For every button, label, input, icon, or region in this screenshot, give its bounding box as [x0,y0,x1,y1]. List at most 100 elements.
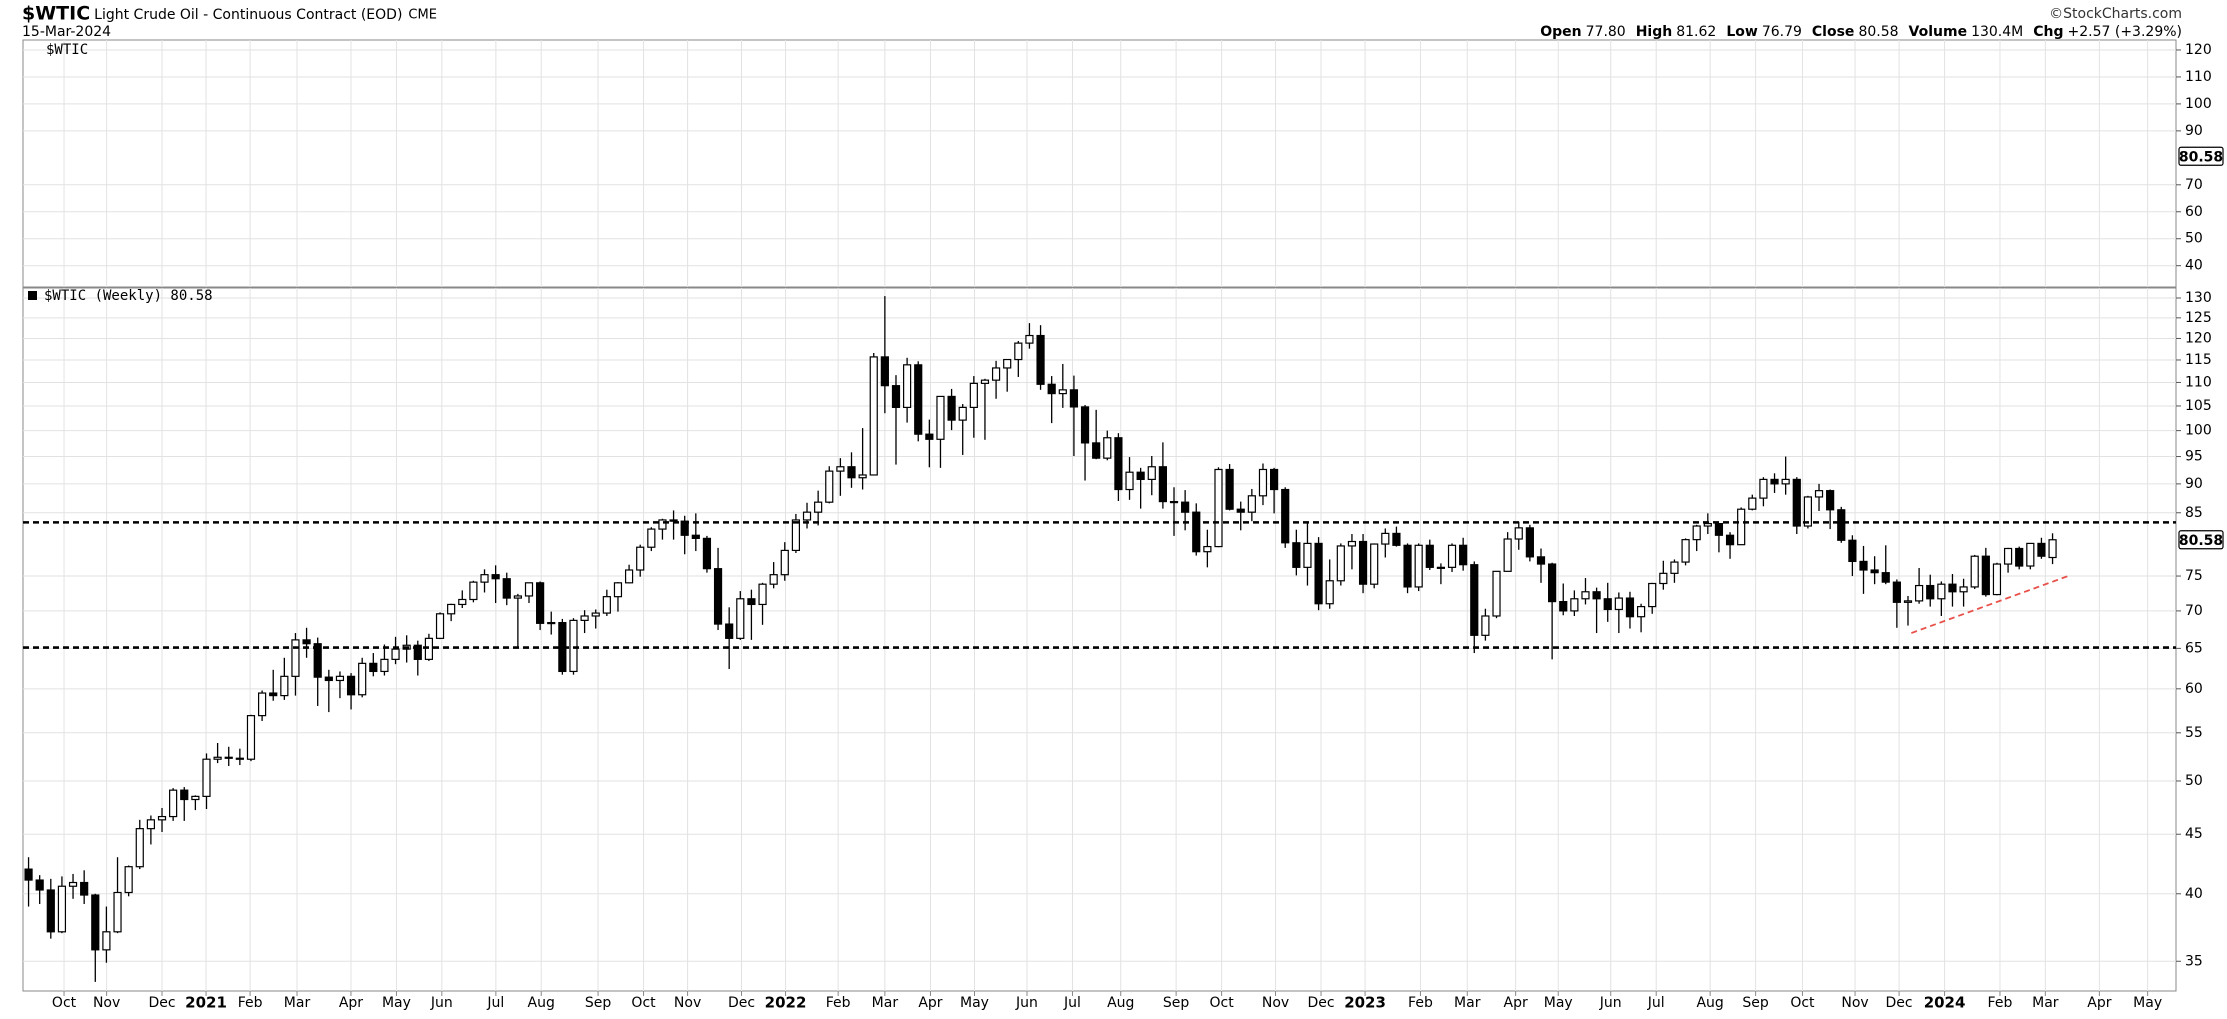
candle-body [1047,383,1056,395]
candle-body [1125,471,1134,491]
y-tick-label: 120 [2185,330,2212,346]
candle-body [1192,511,1201,553]
candle-body [246,715,256,760]
candle-body [1181,501,1190,513]
candle-body [1703,522,1712,527]
candle-body [1570,598,1579,612]
candle-body [1036,334,1045,385]
stat-value: 77.80 [1586,24,1626,40]
candle-body [980,379,990,384]
candle-body [624,569,634,584]
x-tick-label: Apr [1504,995,1528,1011]
candle-body [1826,490,1835,511]
candle-body [1214,468,1223,548]
candle-body [1080,406,1090,444]
candle-body [502,578,511,599]
x-tick-label: 2024 [1924,994,1966,1012]
y-tick-label: 110 [2185,374,2212,390]
candle-body [691,534,700,539]
candle-body [1269,468,1279,491]
exchange: CME [408,8,437,23]
candle-body [157,815,167,821]
candle-body [1603,598,1612,611]
candle-body [1303,542,1312,568]
candle-body [24,868,33,881]
candle-body [1003,358,1012,369]
candle-body [469,581,478,601]
candle-body [1514,527,1523,540]
x-tick-label: Dec [148,995,175,1011]
candle-body [302,639,311,645]
x-tick-label: Nov [1262,995,1289,1011]
candle-body [146,819,155,830]
candle-body [669,519,678,522]
y-tick-label: 45 [2185,826,2203,842]
candle-body [280,675,289,697]
candle-body [747,598,756,606]
candle-body [1748,497,1757,510]
candle-body [1625,597,1635,618]
y-tick-label: 100 [2185,96,2212,112]
candle-body [1025,334,1034,344]
x-tick-label: Feb [826,995,851,1011]
x-tick-label: 2021 [185,994,227,1012]
candle-body [1169,500,1179,504]
candle-body [1770,478,1779,485]
candle-body [191,795,200,801]
x-tick-label: Feb [1988,995,2013,1011]
candle-body [1314,542,1323,605]
candle-body [1114,437,1123,491]
candle-body [324,676,333,682]
x-tick-label: Jun [430,995,453,1011]
series-label: $WTIC (Weekly) 80.58 [44,288,213,304]
candle-body [1692,525,1701,541]
candle-body [536,582,545,624]
x-tick-label: Mar [2032,995,2059,1011]
candle-body [1559,601,1568,612]
candle-body [80,881,89,896]
y-tick-label: 50 [2185,231,2203,247]
candle-body [947,395,956,421]
y-tick-label: 115 [2185,352,2212,368]
candle-body [647,528,656,548]
y-tick-label: 90 [2185,476,2203,492]
y-tick-label: 75 [2185,568,2203,584]
stat-label: Open [1540,24,1581,40]
x-tick-label: Sep [585,995,612,1011]
candle-body [1158,466,1167,503]
y-tick-label: 110 [2185,69,2212,85]
x-tick-label: Aug [1107,995,1134,1011]
candle-body [1681,539,1690,563]
candle-body [458,598,467,606]
candle-body [1403,544,1412,588]
candle-body [1525,527,1534,558]
x-tick-label: Aug [1696,995,1723,1011]
candle-body [1425,544,1434,568]
x-tick-label: Jun [1015,995,1038,1011]
y-tick-label: 50 [2185,773,2203,789]
candle-body [658,519,667,530]
candle-body [124,866,133,894]
candle-body [914,364,923,435]
price-marker-label: 80.58 [2179,149,2223,165]
candle-body [1281,488,1290,544]
candle-body [1392,532,1401,546]
stat-value: 80.58 [1858,24,1898,40]
candle-body [2003,547,2013,565]
y-tick-label: 35 [2185,953,2203,969]
candle-body [1058,389,1067,395]
candle-body [1258,468,1268,497]
candle-body [1659,572,1668,585]
candle-body [1136,471,1145,481]
candle-body [958,406,967,421]
candle-body [613,582,623,598]
stat-value: 76.79 [1762,24,1802,40]
candle-body [713,568,723,625]
y-tick-label: 85 [2185,505,2203,521]
candle-body [524,582,534,597]
x-tick-label: Dec [1886,995,1913,1011]
y-tick-label: 125 [2185,310,2212,326]
y-tick-label: 40 [2185,258,2203,274]
candle-body [1470,564,1479,636]
candle-body [1714,522,1724,536]
